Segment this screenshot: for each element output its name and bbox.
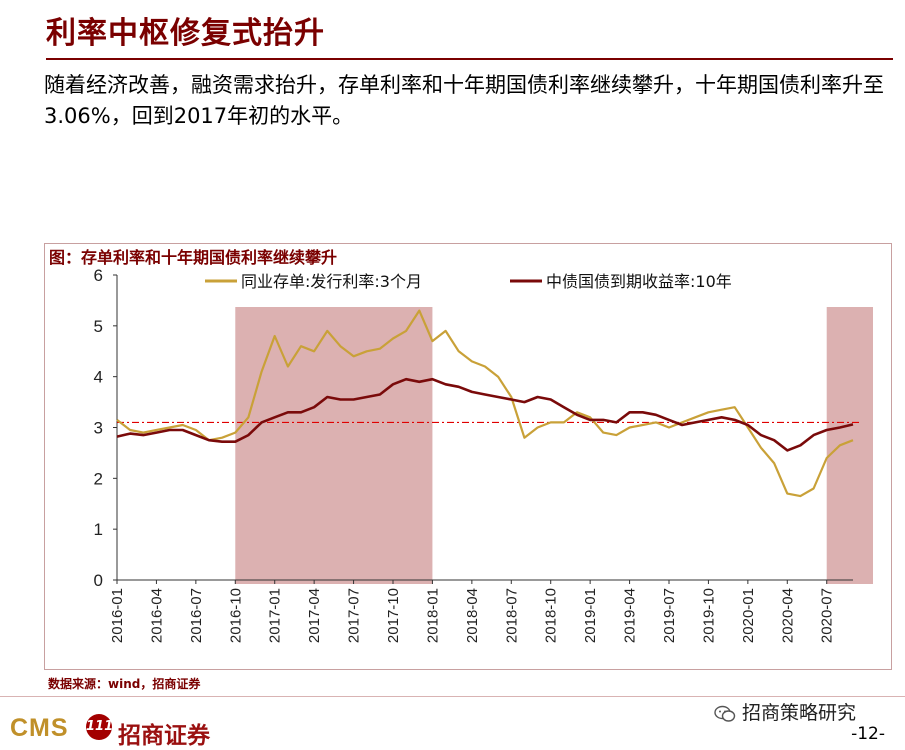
y-tick-label: 1 xyxy=(94,520,103,539)
x-tick-label: 2019-10 xyxy=(700,588,717,643)
legend-label: 中债国债到期收益率:10年 xyxy=(546,272,732,291)
x-tick-label: 2019-01 xyxy=(582,588,599,643)
x-tick-label: 2020-04 xyxy=(779,588,796,643)
x-tick-label: 2017-01 xyxy=(267,588,284,643)
y-tick-label: 3 xyxy=(94,419,103,438)
x-tick-label: 2017-04 xyxy=(306,588,323,643)
x-tick-label: 2018-04 xyxy=(464,588,481,643)
x-tick-label: 2018-10 xyxy=(543,588,560,643)
x-tick-label: 2016-04 xyxy=(148,588,165,643)
x-tick-label: 2016-10 xyxy=(227,588,244,643)
shaded-period-1 xyxy=(235,307,432,584)
y-tick-label: 0 xyxy=(94,571,103,590)
y-tick-label: 5 xyxy=(94,317,103,336)
x-tick-label: 2017-10 xyxy=(385,588,402,643)
page-number: -12- xyxy=(851,724,885,744)
shaded-period-2 xyxy=(827,307,873,584)
series-line-cgb-10y xyxy=(117,379,853,450)
cms-logo-text: CMS xyxy=(10,714,69,743)
series-line-ncd-3m xyxy=(117,311,853,497)
company-name: 招商证券 xyxy=(118,716,210,750)
legend-label: 同业存单:发行利率:3个月 xyxy=(241,272,422,291)
y-tick-label: 2 xyxy=(94,469,103,488)
wechat-account-name: 招商策略研究 xyxy=(742,702,856,724)
wechat-icon xyxy=(714,705,736,723)
cms-seal-logo: 111 xyxy=(86,714,112,740)
x-tick-label: 2018-01 xyxy=(424,588,441,643)
x-tick-label: 2019-04 xyxy=(622,588,639,643)
x-tick-label: 2019-07 xyxy=(661,588,678,643)
y-tick-label: 4 xyxy=(94,368,103,387)
x-tick-label: 2018-07 xyxy=(503,588,520,643)
data-source-note: 数据来源：wind，招商证券 xyxy=(48,675,200,692)
y-tick-label: 6 xyxy=(94,266,103,285)
x-tick-label: 2017-07 xyxy=(346,588,363,643)
x-tick-label: 2020-01 xyxy=(740,588,757,643)
x-tick-label: 2020-07 xyxy=(819,588,836,643)
wechat-account: 招商策略研究 xyxy=(714,698,856,725)
x-tick-label: 2016-07 xyxy=(188,588,205,643)
footer-divider xyxy=(0,696,905,697)
x-tick-label: 2016-01 xyxy=(109,588,126,643)
